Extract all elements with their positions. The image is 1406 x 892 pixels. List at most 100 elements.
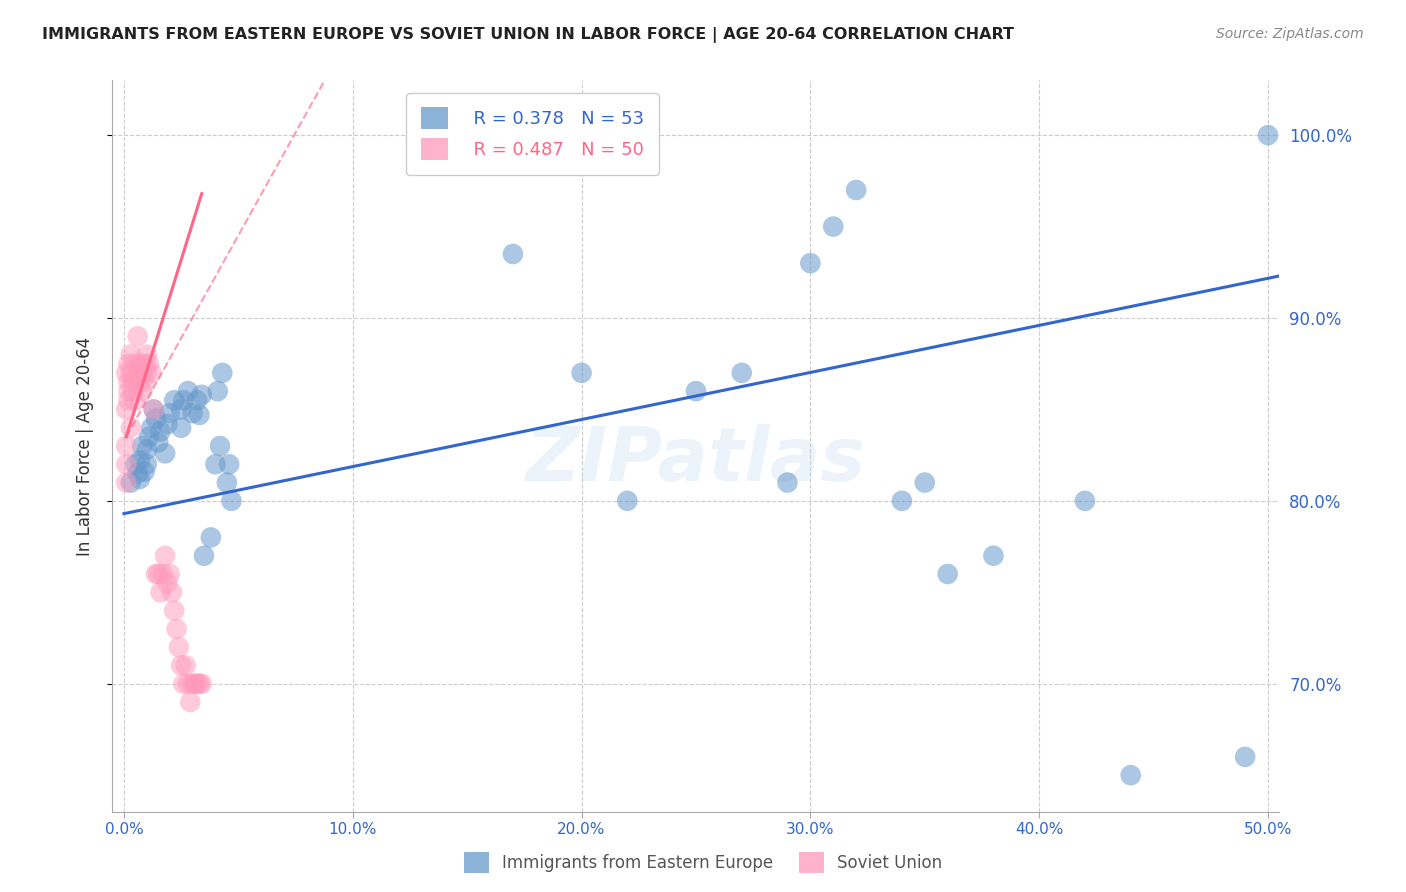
Point bbox=[502, 247, 524, 261]
Point bbox=[131, 439, 153, 453]
Point bbox=[141, 420, 163, 434]
Point bbox=[159, 567, 181, 582]
Point bbox=[186, 677, 208, 691]
Point bbox=[120, 475, 142, 490]
Point bbox=[731, 366, 754, 380]
Point bbox=[799, 256, 821, 270]
Point bbox=[153, 446, 176, 460]
Point bbox=[145, 567, 167, 582]
Point bbox=[129, 375, 152, 389]
Point bbox=[163, 393, 186, 408]
Point bbox=[115, 475, 138, 490]
Point bbox=[776, 475, 799, 490]
Point bbox=[215, 475, 238, 490]
Point bbox=[616, 493, 638, 508]
Point bbox=[983, 549, 1005, 563]
Point bbox=[172, 393, 194, 408]
Point bbox=[115, 458, 138, 472]
Point bbox=[823, 219, 845, 234]
Point bbox=[129, 453, 152, 467]
Text: Source: ZipAtlas.com: Source: ZipAtlas.com bbox=[1216, 27, 1364, 41]
Point bbox=[170, 402, 193, 417]
Point bbox=[124, 393, 146, 408]
Point bbox=[207, 384, 229, 399]
Point bbox=[115, 439, 138, 453]
Point bbox=[124, 458, 146, 472]
Point bbox=[115, 366, 138, 380]
Point bbox=[1234, 749, 1257, 764]
Point bbox=[208, 439, 231, 453]
Point bbox=[845, 183, 868, 197]
Point bbox=[166, 622, 188, 636]
Point bbox=[142, 402, 165, 417]
Point bbox=[153, 549, 176, 563]
Point bbox=[134, 357, 156, 371]
Point bbox=[122, 384, 145, 399]
Point bbox=[148, 435, 170, 450]
Point bbox=[129, 357, 152, 371]
Point bbox=[135, 366, 157, 380]
Point bbox=[685, 384, 707, 399]
Point bbox=[184, 677, 207, 691]
Point bbox=[117, 375, 139, 389]
Point bbox=[221, 493, 243, 508]
Point bbox=[156, 576, 179, 591]
Point bbox=[127, 366, 149, 380]
Point bbox=[936, 567, 959, 582]
Point bbox=[218, 458, 240, 472]
Point bbox=[124, 357, 146, 371]
Point bbox=[170, 420, 193, 434]
Point bbox=[145, 411, 167, 425]
Point bbox=[127, 467, 149, 481]
Point bbox=[135, 442, 157, 457]
Point bbox=[172, 677, 194, 691]
Point bbox=[131, 366, 153, 380]
Point bbox=[174, 658, 197, 673]
Point bbox=[149, 585, 172, 599]
Point bbox=[149, 425, 172, 439]
Point bbox=[181, 406, 204, 420]
Point bbox=[117, 393, 139, 408]
Point bbox=[193, 549, 215, 563]
Point bbox=[160, 585, 183, 599]
Point bbox=[188, 408, 211, 422]
Point bbox=[122, 375, 145, 389]
Text: ZIPatlas: ZIPatlas bbox=[526, 424, 866, 497]
Point bbox=[142, 402, 165, 417]
Point bbox=[135, 347, 157, 362]
Point bbox=[117, 384, 139, 399]
Point bbox=[204, 458, 226, 472]
Point bbox=[141, 366, 163, 380]
Legend:   R = 0.378   N = 53,   R = 0.487   N = 50: R = 0.378 N = 53, R = 0.487 N = 50 bbox=[406, 93, 659, 175]
Point bbox=[163, 604, 186, 618]
Point bbox=[190, 677, 212, 691]
Point bbox=[120, 347, 142, 362]
Point bbox=[134, 465, 156, 479]
Point bbox=[117, 357, 139, 371]
Legend: Immigrants from Eastern Europe, Soviet Union: Immigrants from Eastern Europe, Soviet U… bbox=[457, 846, 949, 880]
Point bbox=[138, 430, 160, 444]
Point bbox=[190, 388, 212, 402]
Point bbox=[127, 329, 149, 343]
Point bbox=[211, 366, 233, 380]
Point bbox=[156, 417, 179, 431]
Point bbox=[152, 567, 174, 582]
Point bbox=[135, 458, 157, 472]
Point bbox=[167, 640, 190, 655]
Point bbox=[177, 677, 200, 691]
Point bbox=[177, 384, 200, 399]
Point bbox=[170, 658, 193, 673]
Point bbox=[131, 384, 153, 399]
Point bbox=[186, 393, 208, 408]
Point bbox=[148, 567, 170, 582]
Point bbox=[1119, 768, 1142, 782]
Point bbox=[179, 695, 201, 709]
Point bbox=[571, 366, 593, 380]
Point bbox=[134, 375, 156, 389]
Point bbox=[200, 530, 222, 544]
Point bbox=[159, 406, 181, 420]
Y-axis label: In Labor Force | Age 20-64: In Labor Force | Age 20-64 bbox=[76, 336, 94, 556]
Point bbox=[1074, 493, 1097, 508]
Point bbox=[181, 677, 204, 691]
Point bbox=[129, 472, 152, 486]
